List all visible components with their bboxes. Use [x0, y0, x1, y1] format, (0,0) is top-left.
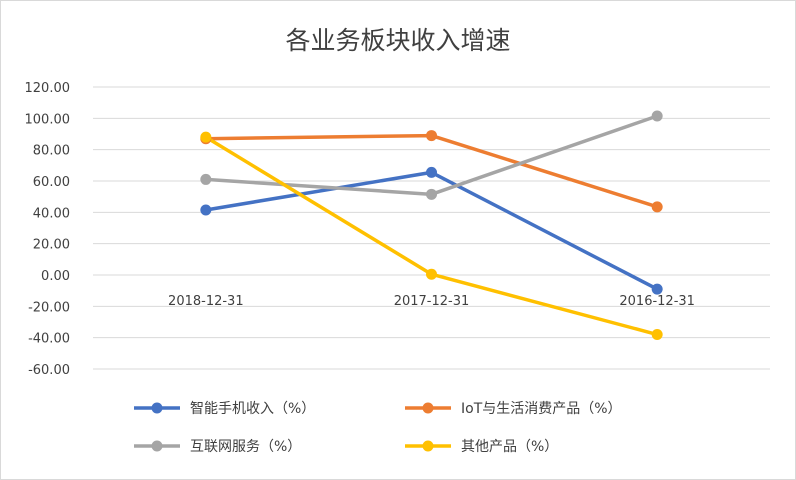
legend: 智能手机收入（%） IoT与生活消费产品（%） 互联网服务（%） 其他产品（%）	[134, 401, 622, 455]
data-point	[200, 173, 212, 185]
y-tick-label: -60.00	[28, 363, 70, 378]
chart-title: 各业务板块收入增速	[285, 26, 510, 55]
y-axis-ticks: 120.00 100.00 80.00 60.00 40.00 20.00 0.00 -20.…	[25, 81, 71, 378]
y-tick-label: 60.00	[33, 175, 70, 190]
legend-item: IoT与生活消费产品（%）	[405, 401, 622, 417]
data-point	[426, 166, 437, 178]
y-tick-label: 40.00	[33, 206, 70, 221]
data-point	[651, 201, 663, 213]
y-tick-label: 80.00	[33, 144, 70, 159]
y-tick-label: -20.00	[28, 300, 70, 315]
legend-marker	[151, 440, 163, 452]
legend-label: 智能手机收入（%）	[190, 401, 315, 417]
series-line-2	[204, 114, 659, 197]
legend-item: 其他产品（%）	[405, 439, 558, 455]
data-point	[200, 131, 212, 143]
x-tick-label: 2016-12-31	[619, 294, 695, 309]
y-tick-label: -40.00	[28, 332, 70, 347]
data-point	[651, 283, 663, 295]
legend-label: IoT与生活消费产品（%）	[461, 401, 622, 417]
grid	[93, 86, 770, 370]
legend-label: 其他产品（%）	[461, 439, 558, 455]
series-points	[200, 110, 663, 341]
data-point	[426, 268, 437, 280]
legend-marker	[151, 402, 163, 414]
data-point	[426, 188, 437, 200]
y-tick-label: 100.00	[25, 112, 71, 127]
data-point	[426, 130, 437, 142]
data-point	[200, 204, 212, 216]
legend-label: 互联网服务（%）	[190, 439, 301, 455]
y-tick-label: 0.00	[41, 269, 70, 284]
legend-marker	[422, 402, 434, 414]
x-tick-label: 2017-12-31	[394, 294, 470, 309]
x-axis-ticks: 2018-12-31 2017-12-31 2016-12-31	[168, 294, 695, 309]
data-point	[651, 329, 663, 341]
legend-marker	[422, 440, 434, 452]
y-tick-label: 120.00	[25, 81, 71, 96]
data-point	[651, 110, 663, 122]
y-tick-label: 20.00	[33, 238, 70, 253]
legend-item: 智能手机收入（%）	[134, 401, 315, 417]
legend-item: 互联网服务（%）	[134, 439, 301, 455]
x-tick-label: 2018-12-31	[168, 294, 244, 309]
